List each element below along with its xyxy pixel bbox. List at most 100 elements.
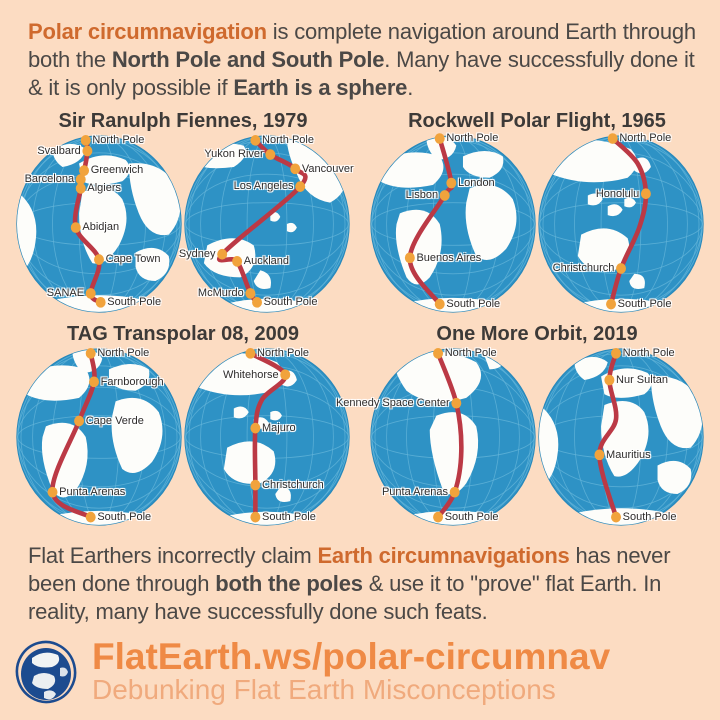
waypoint-dot (94, 254, 104, 265)
waypoint-dot (404, 252, 415, 263)
waypoint-label: Farnborough (100, 375, 164, 388)
waypoint-dot (250, 134, 261, 146)
waypoint-label: Christchurch (552, 262, 615, 275)
text-run: & use it to "prove" flat Earth. In reali… (28, 570, 662, 624)
text-run: Flat Earthers incorrectly claim (28, 542, 318, 568)
waypoint-dot (280, 369, 291, 380)
waypoint-dot (79, 165, 90, 176)
waypoint-label: Cape Verde (85, 414, 144, 427)
waypoint-dot (245, 287, 256, 299)
waypoint-dot (217, 248, 228, 260)
waypoint-label: Nur Sultan (616, 373, 668, 386)
waypoint-label: North Pole (622, 347, 675, 360)
waypoint-label: McMurdo (197, 287, 244, 300)
waypoint-dot (70, 222, 81, 233)
waypoint-dot (594, 449, 605, 460)
waypoint-label: South Pole (262, 510, 316, 523)
text-run: Earth circumnavigations (317, 542, 570, 568)
waypoint-dot (85, 347, 96, 359)
globe-pair: North Pole London Lisbon Buenos Aires South … (370, 132, 704, 313)
waypoint-dot (82, 145, 93, 157)
waypoint-dot (89, 376, 99, 387)
globe-svg (184, 347, 350, 526)
text-run: Polar circumnavigation (28, 19, 267, 44)
globe-pair: North Pole Svalbard Greenwich Barcelona Algi… (16, 134, 354, 313)
waypoint-label: North Pole (97, 347, 150, 360)
waypoint-dot (250, 479, 261, 491)
waypoint-label: South Pole (622, 510, 677, 523)
globe-map: North Pole Yukon River Vancouver Los Angele… (179, 134, 354, 313)
waypoint-label: South Pole (263, 296, 318, 309)
waypoint-dot (74, 415, 85, 427)
waypoint-dot (607, 133, 618, 144)
globe-pair: North Pole Farnborough Cape Verde Punta Are… (16, 347, 350, 526)
waypoint-label: Mauritius (606, 448, 651, 461)
globe-pair: North Pole Kennedy Space Center Punta Aren… (336, 347, 704, 526)
text-run: North Pole and South Pole (111, 46, 385, 72)
globe-svg (16, 347, 182, 526)
globe-map: North Pole Whitehorse Majuro Christchurch So… (184, 347, 350, 526)
waypoint-dot (252, 296, 263, 308)
waypoint-label: Lisbon (405, 189, 439, 202)
text-run: is complete navigation around Earth thro… (28, 19, 696, 72)
waypoint-dot (451, 397, 462, 409)
expedition-panel: One More Orbit, 2019 North Pole Kennedy Sp… (336, 322, 714, 526)
globe-svg (538, 347, 704, 526)
globe-map: North Pole Farnborough Cape Verde Punta Are… (16, 347, 182, 526)
waypoint-label: Svalbard (37, 144, 81, 157)
waypoint-label: South Pole (97, 510, 152, 523)
globe-svg (184, 134, 350, 313)
waypoint-dot (434, 298, 445, 310)
flat-earth-globe-logo-icon (15, 640, 77, 703)
globe-map: North Pole Svalbard Greenwich Barcelona Algi… (16, 134, 182, 313)
waypoint-label: Los Angeles (233, 180, 294, 193)
intro-text: Polar circumnavigation is complete navig… (28, 0, 700, 102)
waypoint-dot (606, 298, 617, 310)
waypoint-dot (85, 511, 96, 523)
waypoint-dot (295, 181, 306, 192)
panel-title: TAG Transpolar 08, 2009 (67, 322, 299, 345)
waypoint-label: North Pole (619, 132, 672, 145)
waypoint-label: North Pole (257, 347, 310, 360)
waypoint-label: Auckland (243, 255, 290, 268)
waypoint-label: North Pole (92, 134, 145, 147)
waypoint-dot (232, 255, 243, 267)
waypoint-dot (446, 177, 457, 189)
waypoint-label: Christchurch (262, 478, 324, 491)
text-run: Earth is a sphere (233, 74, 408, 100)
waypoint-dot (611, 511, 621, 523)
waypoint-label: South Pole (107, 296, 162, 309)
waypoint-label: North Pole (444, 347, 497, 360)
panel-title: One More Orbit, 2019 (436, 322, 638, 345)
globe-svg (370, 347, 536, 526)
waypoint-dot (75, 182, 86, 194)
waypoint-label: Cape Town (105, 253, 161, 266)
waypoint-label: Whitehorse (222, 368, 279, 381)
footer: FlatEarth.ws/polar-circumnav Debunking F… (0, 637, 720, 706)
expedition-panel: TAG Transpolar 08, 2009 North Pole Farnbor… (6, 323, 360, 526)
waypoint-label: Yukon River (204, 148, 264, 161)
globe-svg (16, 134, 182, 313)
waypoint-dot (250, 422, 261, 434)
waypoint-label: Greenwich (90, 164, 144, 177)
waypoint-label: Honolulu (595, 187, 640, 200)
waypoint-dot (604, 374, 615, 386)
waypoint-dot (449, 486, 460, 498)
waypoint-label: North Pole (262, 134, 314, 147)
waypoint-label: Barcelona (24, 173, 75, 186)
waypoint-dot (75, 173, 86, 185)
globe-map: North Pole Nur Sultan Mauritius South Pole (538, 347, 704, 526)
waypoint-label: Buenos Aires (416, 251, 482, 264)
panel-title: Rockwell Polar Flight, 1965 (408, 109, 666, 132)
waypoint-dot (290, 163, 301, 174)
text-run: has never been done through (28, 542, 671, 596)
outro-text: Flat Earthers incorrectly claim Earth ci… (28, 542, 700, 626)
globe-svg (370, 133, 536, 313)
waypoint-label: South Pole (446, 297, 501, 310)
globe-map: North Pole Kennedy Space Center Punta Aren… (336, 347, 536, 526)
waypoint-dot (95, 296, 106, 308)
waypoint-label: Punta Arenas (381, 485, 449, 498)
globe-map: North Pole London Lisbon Buenos Aires South … (370, 132, 536, 313)
text-run: both the poles (215, 570, 363, 596)
waypoint-label: Punta Arenas (59, 485, 126, 498)
